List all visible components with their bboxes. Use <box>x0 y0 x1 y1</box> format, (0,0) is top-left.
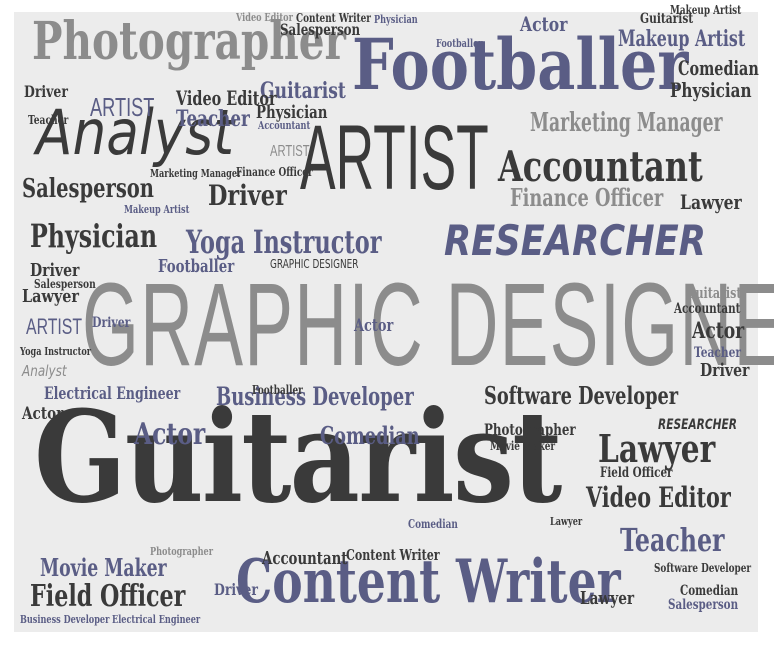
word-makeup-artist-small: Makeup Artist <box>124 203 190 216</box>
word-yoga-instructor: Yoga Instructor <box>186 223 382 261</box>
word-field-officer-small: Field Officer <box>600 465 673 481</box>
word-movie-maker-small: Movie Maker <box>490 439 556 453</box>
word-lawyer-mid: Lawyer <box>680 190 742 214</box>
word-physician-small: Physician <box>374 13 418 26</box>
word-driver-small: Driver <box>24 82 68 101</box>
word-field-officer-large: Field Officer <box>30 579 186 614</box>
word-physician-large: Physician <box>30 217 158 255</box>
word-salesperson-small: Salesperson <box>280 20 361 39</box>
word-photographer-small: Photographer <box>150 545 213 558</box>
word-actor-left: Actor <box>22 404 64 424</box>
word-accountant-small: Accountant <box>258 119 311 132</box>
word-guitarist-small: Guitarist <box>640 11 694 27</box>
word-accountant-large: Accountant <box>498 142 703 191</box>
word-finance-officer-small: Finance Officer <box>236 165 313 179</box>
word-comedian-bottom: Comedian <box>680 583 739 599</box>
word-actor-right: Actor <box>692 318 745 344</box>
word-actor-large: Actor <box>134 417 206 452</box>
word-makeup-artist-large: Makeup Artist <box>618 26 746 52</box>
word-makeup-artist-mid: Makeup Artist <box>670 3 742 17</box>
word-content-writer-mid: Content Writer <box>346 546 440 564</box>
word-artist-left: ARTIST <box>26 314 83 339</box>
word-artist-mid: ARTIST <box>90 92 155 122</box>
word-footballer-left: Footballer <box>252 383 303 397</box>
word-graphic-designer-small: GRAPHIC DESIGNER <box>270 257 359 271</box>
word-teacher-left: Teacher <box>694 345 741 361</box>
word-comedian-small: Comedian <box>408 517 458 531</box>
word-finance-officer-large: Finance Officer <box>510 183 664 212</box>
word-software-developer-small: Software Developer <box>654 561 752 575</box>
word-footballer-small: Footballer <box>436 37 483 50</box>
word-lawyer-left: Lawyer <box>22 286 79 307</box>
word-comedian-large: Comedian <box>320 421 420 450</box>
word-teacher-small: Teacher <box>28 113 69 127</box>
word-business-developer-large: Business Developer <box>216 382 414 411</box>
word-accountant-mid: Accountant <box>262 548 348 569</box>
word-video-editor-large: Video Editor <box>586 481 731 514</box>
word-lawyer-right: Lawyer <box>580 588 635 609</box>
word-guitarist-large: Guitarist <box>34 383 562 531</box>
word-salesperson-large: Salesperson <box>22 174 154 204</box>
word-driver-left: Driver <box>92 315 131 331</box>
word-marketing-manager: Marketing Manager <box>530 108 723 138</box>
word-footballer-large: Footballer <box>352 23 689 106</box>
word-driver-mid: Driver <box>30 260 80 281</box>
word-video-editor-small: Video Editor <box>236 11 293 24</box>
word-photographer-mid: Photographer <box>484 420 576 439</box>
word-content-writer-large: Content Writer <box>236 547 621 617</box>
word-lawyer-small: Lawyer <box>550 515 583 528</box>
word-analyst-small: Analyst <box>22 362 67 380</box>
word-driver-bottom: Driver <box>214 580 258 599</box>
word-teacher-mid: Teacher <box>176 106 250 132</box>
word-cloud-background <box>14 12 758 632</box>
word-researcher-small: RESEARCHER <box>658 417 738 433</box>
word-guitarist-right: Guitarist <box>686 284 742 302</box>
word-marketing-manager-small: Marketing Manager <box>150 167 242 180</box>
word-video-editor-mid: Video Editor <box>176 86 277 110</box>
word-yoga-instructor-small: Yoga Instructor <box>20 345 92 358</box>
word-salesperson-bottom: Salesperson <box>668 597 739 613</box>
word-content-writer-small: Content Writer <box>296 11 371 25</box>
word-researcher-large: RESEARCHER <box>444 216 706 265</box>
word-physician-right: Physician <box>670 78 752 102</box>
word-guitarist-mid: Guitarist <box>260 78 346 104</box>
word-lawyer-large: Lawyer <box>598 426 716 471</box>
word-teacher-large: Teacher <box>620 521 725 559</box>
word-comedian-mid: Comedian <box>678 56 759 80</box>
word-driver-right: Driver <box>700 360 750 381</box>
word-photographer-large: Photographer <box>32 11 346 72</box>
word-accountant-bottom: Accountant <box>674 301 741 317</box>
word-electrical-engineer-small: Electrical Engineer <box>112 613 201 626</box>
word-driver-large: Driver <box>208 179 287 212</box>
word-salesperson-left: Salesperson <box>34 277 96 291</box>
word-graphic-designer-large: GRAPHIC DESIGNER <box>82 259 774 391</box>
word-footballer-mid: Footballer <box>158 256 235 277</box>
word-artist-large: ARTIST <box>300 107 489 209</box>
word-business-developer-small: Business Developer <box>20 613 110 626</box>
word-electrical-engineer-large: Electrical Engineer <box>44 384 181 404</box>
word-actor-mid: Actor <box>354 316 394 336</box>
word-actor-small: Actor <box>520 12 568 36</box>
word-physician-mid: Physician <box>256 102 328 123</box>
word-analyst-large: Analyst <box>36 96 235 169</box>
word-movie-maker-large: Movie Maker <box>40 553 167 582</box>
word-artist-small: ARTIST <box>270 143 310 160</box>
word-software-developer-large: Software Developer <box>484 381 679 410</box>
